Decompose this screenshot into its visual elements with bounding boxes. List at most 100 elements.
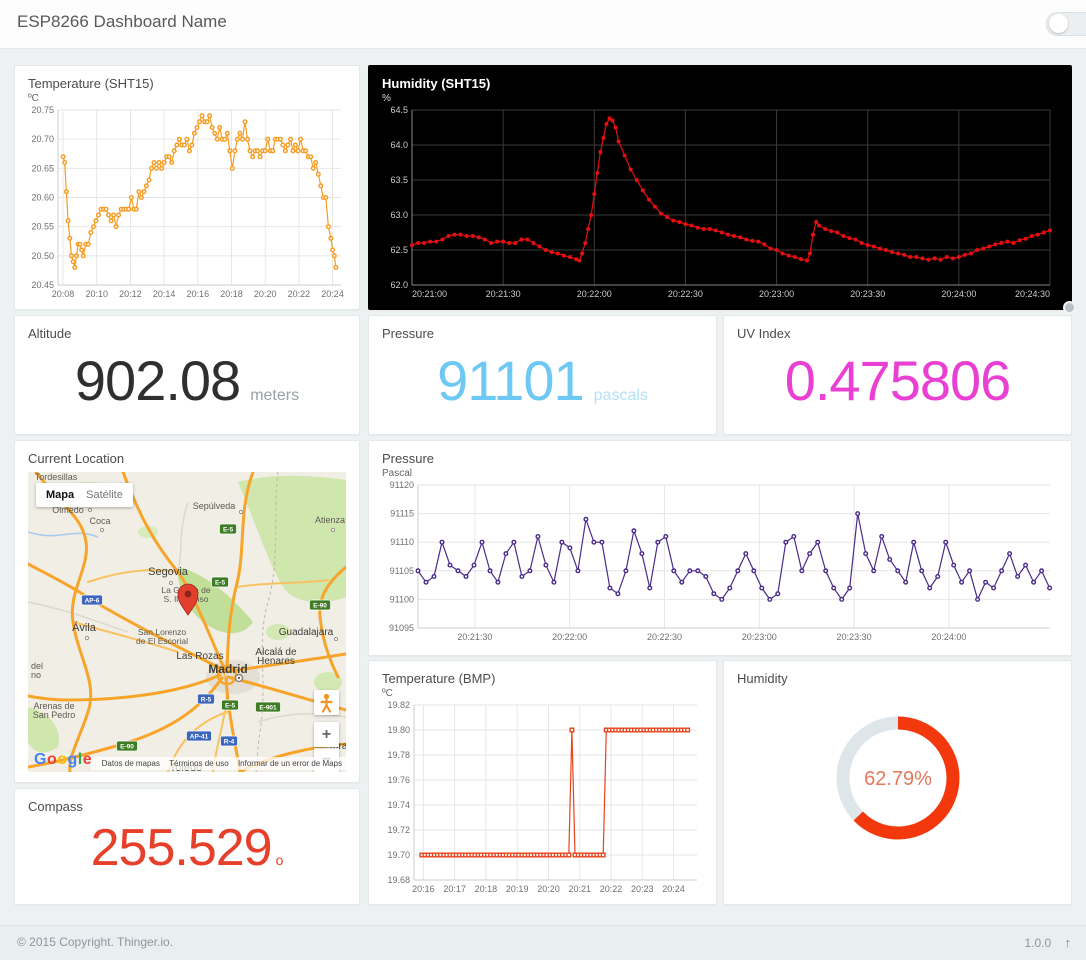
pressure-value: 91101 xyxy=(437,349,585,412)
humidity-sht15-card: Humidity (SHT15) % 20:21:00 20:21:30 20:22… xyxy=(368,65,1076,314)
svg-text:20.45: 20.45 xyxy=(31,280,54,290)
resize-handle-icon[interactable] xyxy=(1063,301,1076,314)
svg-text:19.82: 19.82 xyxy=(387,700,410,710)
card-title: Humidity xyxy=(737,671,788,686)
svg-text:20:23: 20:23 xyxy=(631,884,654,894)
svg-text:20:23:00: 20:23:00 xyxy=(759,289,794,299)
humidity-sht15-chart[interactable]: 20:21:00 20:21:30 20:22:00 20:22:30 20:23:00… xyxy=(382,105,1058,301)
attribution-terms-link[interactable]: Términos de uso xyxy=(169,759,229,768)
card-title: Current Location xyxy=(28,451,125,466)
card-title: Altitude xyxy=(28,326,72,341)
svg-text:20:21:30: 20:21:30 xyxy=(457,632,492,642)
scroll-top-icon[interactable]: ↑ xyxy=(1064,935,1072,950)
temperature-sht15-chart[interactable]: 20:08 20:10 20:12 20:14 20:16 20:18 20:20 20:22… xyxy=(28,105,346,301)
page-title: ESP8266 Dashboard Name xyxy=(17,12,227,31)
compass-value: 255.529 xyxy=(90,819,273,877)
svg-text:20:23:00: 20:23:00 xyxy=(742,632,777,642)
svg-text:20:22:30: 20:22:30 xyxy=(668,289,703,299)
svg-text:20.55: 20.55 xyxy=(31,222,54,232)
card-title: Temperature (BMP) xyxy=(382,671,496,686)
pressure-unit: pascals xyxy=(593,387,648,404)
svg-text:20:19: 20:19 xyxy=(506,884,529,894)
humidity-donut-gauge[interactable]: 62.79% xyxy=(823,703,973,853)
svg-text:20:21:30: 20:21:30 xyxy=(486,289,521,299)
svg-text:Sepúlveda: Sepúlveda xyxy=(193,501,236,511)
svg-text:20:22: 20:22 xyxy=(600,884,623,894)
map-type-control: Mapa Satélite xyxy=(36,483,133,507)
svg-text:Tordesillas: Tordesillas xyxy=(35,472,78,482)
svg-text:91110: 91110 xyxy=(390,537,414,547)
svg-text:20.70: 20.70 xyxy=(31,134,54,144)
card-title: Compass xyxy=(28,799,83,814)
svg-text:20.65: 20.65 xyxy=(31,163,54,173)
svg-text:20:17: 20:17 xyxy=(443,884,466,894)
svg-text:20:24: 20:24 xyxy=(321,289,344,299)
svg-text:20:20: 20:20 xyxy=(254,289,277,299)
attribution-map-data[interactable]: Datos de mapas xyxy=(101,759,160,768)
svg-text:20:23:30: 20:23:30 xyxy=(837,632,872,642)
satellite-button[interactable]: Satélite xyxy=(86,489,123,501)
uv-index-card: UV Index 0.475806 xyxy=(723,315,1072,435)
map-attribution: Datos de mapas Términos de uso Informar … xyxy=(90,757,346,770)
svg-text:E-90: E-90 xyxy=(120,744,134,751)
svg-text:20:23:30: 20:23:30 xyxy=(850,289,885,299)
svg-text:AP-41: AP-41 xyxy=(190,734,209,741)
svg-text:19.70: 19.70 xyxy=(387,850,410,860)
svg-text:AP-6: AP-6 xyxy=(85,598,100,605)
svg-text:R-5: R-5 xyxy=(201,697,212,704)
map-button[interactable]: Mapa xyxy=(46,489,75,501)
svg-text:19.68: 19.68 xyxy=(387,875,410,885)
svg-text:64.0: 64.0 xyxy=(390,140,408,150)
chart-unit: ºC xyxy=(382,688,393,699)
svg-text:91100: 91100 xyxy=(390,594,414,604)
card-title: UV Index xyxy=(737,326,791,341)
temperature-sht15-card: Temperature (SHT15) ºC 20:08 20:10 20:12 20… xyxy=(14,65,360,310)
uv-index-value: 0.475806 xyxy=(784,349,1012,412)
pressure-value-card: Pressure 91101 pascals xyxy=(368,315,717,435)
temperature-bmp-card: Temperature (BMP) ºC 20:16 20:17 20:18 20:1… xyxy=(368,660,717,905)
chart-unit: % xyxy=(382,93,391,104)
svg-text:E-5: E-5 xyxy=(223,527,234,534)
header: ESP8266 Dashboard Name xyxy=(0,0,1086,49)
svg-text:91115: 91115 xyxy=(390,509,414,519)
altitude-card: Altitude 902.08 meters xyxy=(14,315,360,435)
svg-text:Atienza: Atienza xyxy=(315,515,345,525)
svg-text:20.75: 20.75 xyxy=(31,105,54,115)
svg-text:20:24:00: 20:24:00 xyxy=(941,289,976,299)
compass-degree-unit: o xyxy=(275,852,284,868)
zoom-in-button[interactable]: + xyxy=(314,722,339,747)
svg-text:Las Rozas: Las Rozas xyxy=(176,651,223,662)
svg-text:19.80: 19.80 xyxy=(387,725,410,735)
dashboard-toggle[interactable] xyxy=(1046,12,1086,36)
copyright-text: © 2015 Copyright. Thinger.io. xyxy=(17,935,174,949)
svg-text:20:12: 20:12 xyxy=(119,289,142,299)
svg-text:20:20: 20:20 xyxy=(537,884,560,894)
svg-text:19.76: 19.76 xyxy=(387,775,410,785)
svg-text:20:22:00: 20:22:00 xyxy=(552,632,587,642)
svg-text:63.5: 63.5 xyxy=(390,175,408,185)
svg-text:Coca: Coca xyxy=(89,516,110,526)
google-logo[interactable]: Google xyxy=(34,751,93,768)
svg-text:Olmedo: Olmedo xyxy=(52,505,84,515)
svg-text:E-90: E-90 xyxy=(313,603,327,610)
svg-text:20:18: 20:18 xyxy=(220,289,243,299)
pegman-button[interactable] xyxy=(314,690,339,715)
svg-text:Madrid: Madrid xyxy=(208,662,247,676)
humidity-gauge-value: 62.79% xyxy=(864,768,932,790)
svg-text:Guadalajara: Guadalajara xyxy=(279,627,334,638)
svg-text:20:18: 20:18 xyxy=(475,884,498,894)
pressure-chart[interactable]: 20:21:30 20:22:00 20:22:30 20:23:00 20:23:30… xyxy=(382,480,1058,644)
attribution-report-link[interactable]: Informar de un error de Maps xyxy=(237,759,342,768)
svg-text:19.78: 19.78 xyxy=(387,750,410,760)
google-map[interactable]: Tordesillas Olmedo Coca Sepúlveda Atienza Seg… xyxy=(28,472,346,772)
svg-text:91105: 91105 xyxy=(390,566,414,576)
svg-text:Segovia: Segovia xyxy=(148,566,189,578)
temperature-bmp-chart[interactable]: 20:16 20:17 20:18 20:19 20:20 20:21 20:22 20:23… xyxy=(382,700,703,896)
svg-text:20:24: 20:24 xyxy=(662,884,685,894)
map-canvas[interactable]: Tordesillas Olmedo Coca Sepúlveda Atienza Seg… xyxy=(28,472,346,772)
